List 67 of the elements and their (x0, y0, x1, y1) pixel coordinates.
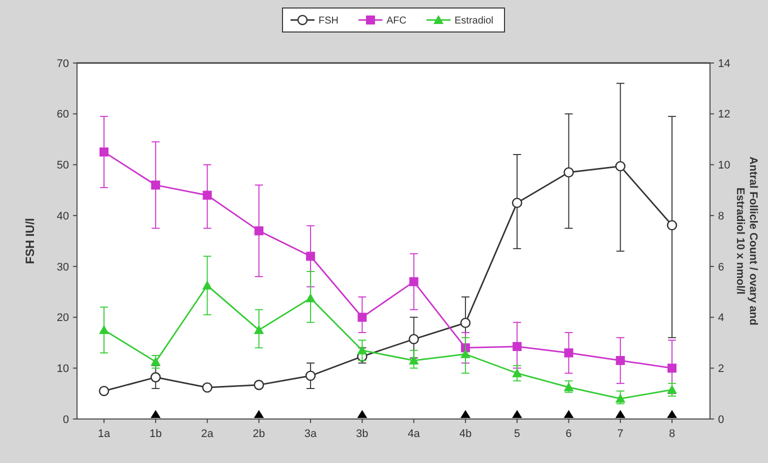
x-tick-label: 2b (252, 428, 266, 440)
point (306, 252, 316, 261)
point (616, 356, 625, 366)
point (512, 368, 522, 378)
y-tick-label: 40 (56, 210, 69, 222)
point (254, 226, 264, 236)
x-tick-label: 1b (150, 428, 162, 440)
y2-tick-label: 0 (718, 414, 724, 426)
x-tick-label: 4b (459, 428, 472, 440)
legend-label: AFC (386, 16, 406, 26)
x-tick-label: 2a (201, 428, 214, 440)
point (100, 148, 108, 156)
point (668, 364, 676, 373)
y2-axis-title: Antral Follicle Count / ovary and Estradiol 10 x nmol/l (734, 156, 759, 326)
x-tick-label: 3b (356, 428, 368, 440)
legend-label: FSH (318, 16, 338, 26)
point (98, 386, 110, 396)
x-tick-label: 5 (514, 428, 520, 440)
point (460, 318, 471, 328)
point (408, 334, 419, 344)
point (99, 325, 109, 334)
point (666, 220, 678, 230)
y2-tick-label: 2 (718, 362, 724, 375)
point (564, 167, 574, 178)
y2-tick-label: 14 (718, 58, 730, 70)
point (305, 370, 316, 381)
point (150, 372, 161, 382)
point (306, 293, 316, 302)
point (358, 312, 367, 322)
x-tick-label: 7 (617, 428, 624, 440)
point (615, 161, 626, 172)
y-tick-label: 0 (62, 414, 69, 426)
y-tick-label: 30 (56, 261, 69, 274)
y2-tick-label: 6 (718, 261, 724, 274)
y-tick-label: 50 (56, 160, 69, 172)
y-tick-label: 60 (56, 108, 69, 121)
y-tick-label: 20 (56, 312, 69, 324)
x-tick-label: 8 (668, 428, 676, 440)
y-axis-title: FSH IU/l (23, 218, 37, 264)
point (512, 198, 522, 208)
point (357, 345, 368, 354)
point (151, 180, 160, 190)
y2-tick-label: 8 (718, 210, 724, 222)
y-tick-label: 10 (56, 362, 69, 375)
y-tick-label: 70 (56, 58, 69, 70)
y2-tick-label: 12 (718, 108, 730, 121)
point (615, 394, 626, 403)
point (564, 348, 574, 358)
legend-label: Estradiol (454, 16, 494, 26)
point (667, 384, 677, 394)
x-tick-label: 4a (408, 428, 421, 440)
point (254, 380, 264, 390)
point (460, 349, 470, 358)
x-tick-label: 6 (566, 428, 572, 440)
point (150, 356, 161, 366)
point (202, 190, 212, 200)
point (409, 277, 418, 286)
point (254, 325, 264, 334)
y2-tick-label: 10 (718, 160, 730, 172)
y2-tick-label: 4 (718, 312, 724, 324)
point (202, 382, 212, 393)
point (408, 356, 419, 365)
x-tick-label: 1a (98, 428, 111, 440)
point (202, 280, 212, 290)
point (564, 382, 574, 392)
x-tick-label: 3a (304, 428, 318, 440)
point (512, 342, 522, 352)
